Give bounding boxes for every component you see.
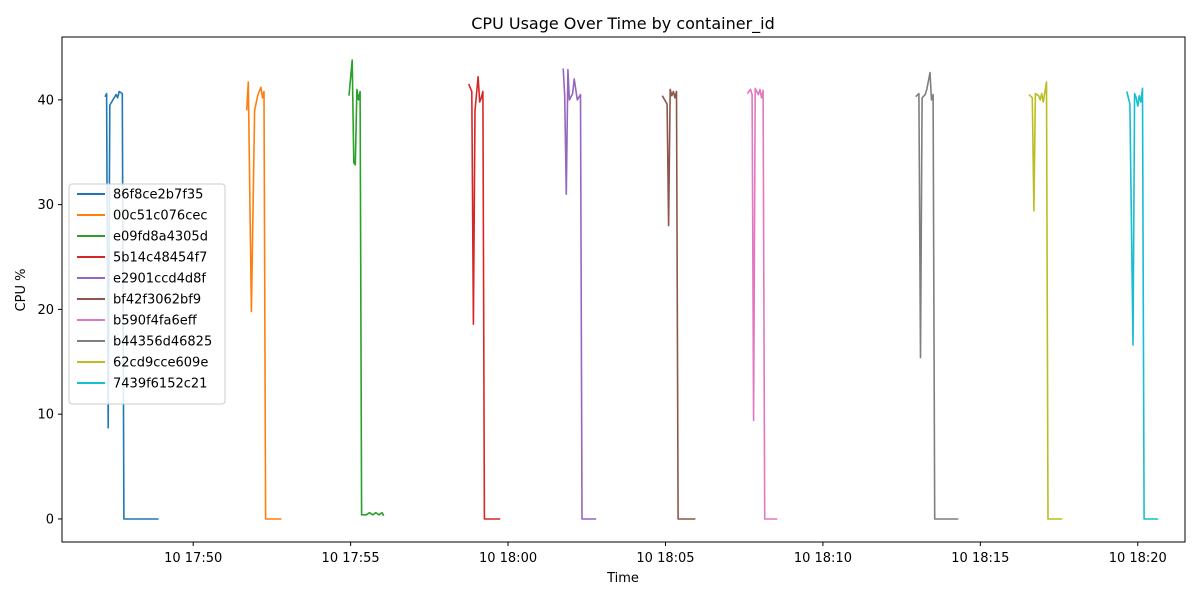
x-tick-label-6: 10 18:15	[951, 551, 1009, 566]
series-line-10	[1126, 87, 1159, 520]
legend-label-2: 00c51c076cec	[113, 209, 208, 224]
x-tick-label-1: 10 17:50	[164, 551, 222, 566]
series-line-7	[746, 87, 778, 520]
y-axis-label: CPU %	[14, 269, 29, 312]
y-tick-label-1: 0	[46, 512, 54, 527]
legend-label-4: 5b14c48454f7	[113, 251, 207, 266]
y-tick-label-2: 10	[37, 408, 54, 423]
series-line-4	[467, 76, 501, 520]
legend-label-3: e09fd8a4305d	[113, 230, 208, 245]
legend-label-1: 86f8ce2b7f35	[113, 188, 203, 203]
series-line-3	[348, 59, 385, 517]
x-tick-label-4: 10 18:05	[636, 551, 694, 566]
x-tick-label-5: 10 18:10	[794, 551, 852, 566]
series-line-2	[245, 81, 282, 520]
legend-label-7: b590f4fa6eff	[113, 314, 198, 329]
y-axis-ticks: 0 10 20 30 40	[37, 93, 62, 527]
x-tick-label-7: 10 18:20	[1109, 551, 1167, 566]
x-axis-ticks: 10 17:50 10 17:55 10 18:00 10 18:05 10 18:10…	[164, 542, 1167, 566]
legend-label-9: 62cd9cce609e	[113, 356, 208, 371]
legend-label-5: e2901ccd4d8f	[113, 272, 206, 287]
series-layer	[104, 59, 1159, 520]
chart-title: CPU Usage Over Time by container_id	[471, 14, 775, 34]
x-axis-label: Time	[606, 571, 639, 586]
y-tick-label-5: 40	[37, 93, 54, 108]
y-tick-label-4: 30	[37, 198, 54, 213]
plot-area-frame	[61, 36, 1186, 543]
legend-frame	[68, 183, 226, 405]
legend-label-8: b44356d46825	[113, 335, 212, 350]
legend-label-6: bf42f3062bf9	[113, 293, 201, 308]
legend: 86f8ce2b7f35 00c51c076cec e09fd8a4305d 5b14…	[68, 183, 226, 405]
series-line-9	[1028, 81, 1063, 520]
x-tick-label-2: 10 17:55	[322, 551, 380, 566]
series-line-8	[915, 71, 959, 520]
x-tick-label-3: 10 18:00	[479, 551, 537, 566]
y-tick-label-3: 20	[37, 303, 54, 318]
legend-label-10: 7439f6152c21	[113, 377, 207, 392]
series-line-5	[562, 68, 597, 520]
series-line-1	[104, 90, 159, 520]
series-line-6	[661, 88, 696, 520]
